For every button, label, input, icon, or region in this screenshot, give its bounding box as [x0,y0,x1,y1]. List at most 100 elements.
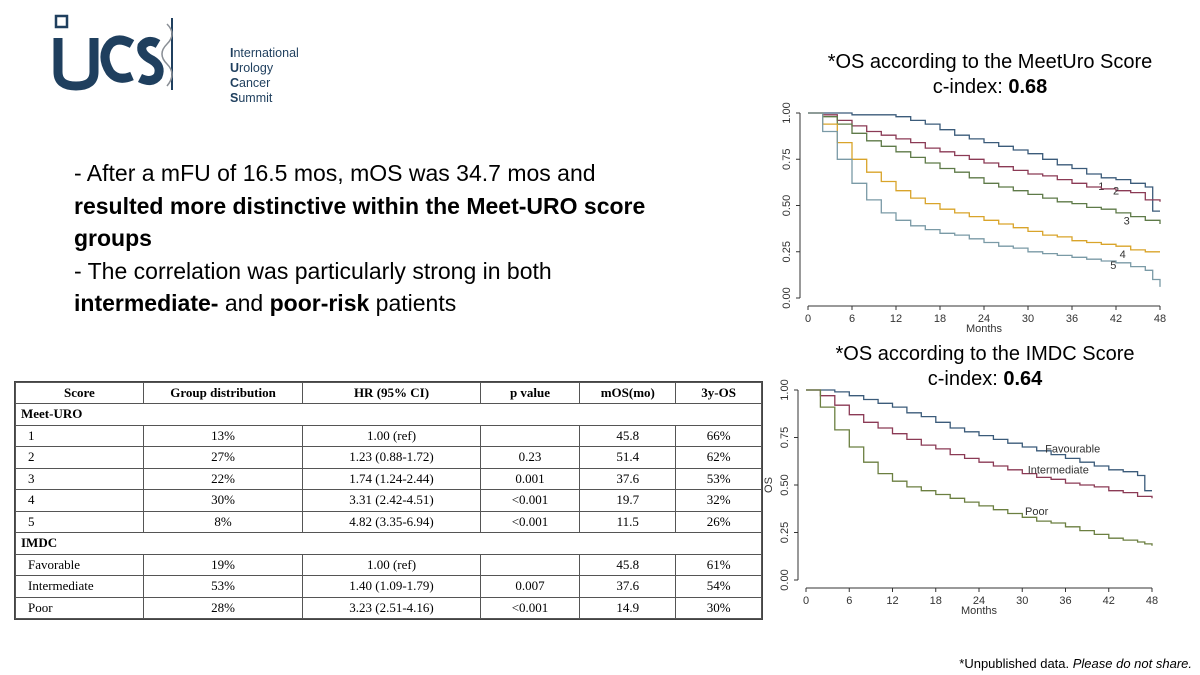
table-cell: 37.6 [579,467,677,490]
group-label: IMDC [15,532,762,555]
y-tick-label: 0.75 [779,427,791,448]
ucs-logo-mark [53,14,173,91]
series-line-intermediate [806,389,1153,499]
table-cell: 19% [142,553,304,576]
x-tick-label: 6 [849,313,855,325]
series-label: 2 [1113,186,1119,198]
table-cell: 0.23 [479,446,581,469]
series-line-1 [808,112,1160,212]
column-header: HR (95% CI) [302,382,481,404]
series-label: 4 [1120,249,1126,261]
table-cell: 1.00 (ref) [302,424,481,447]
x-tick-label: 12 [886,595,898,607]
table-cell: 3.31 (2.42-4.51) [302,489,481,512]
group-row-meeturo: Meet-URO [15,403,762,426]
group-label: Meet-URO [15,403,762,426]
table-cell: 1.00 (ref) [302,553,481,576]
table-cell: 14.9 [579,596,677,619]
table-cell: <0.001 [479,596,581,619]
table-cell: 1.40 (1.09-1.79) [302,575,481,598]
series-line-2 [808,112,1161,202]
x-tick-label: 0 [803,595,809,607]
x-tick-label: 18 [930,595,942,607]
table-cell: 1 [15,424,144,447]
table-cell: 1.23 (0.88-1.72) [302,446,481,469]
series-label: 3 [1124,216,1130,228]
table-cell: 5 [15,510,144,533]
table-cell: 30% [142,489,304,512]
y-tick-label: 0.00 [779,569,791,590]
table-row: 1 13% 1.00 (ref) 45.8 66% [15,424,762,447]
table-cell: 13% [142,424,304,447]
x-tick-label: 42 [1103,595,1115,607]
x-tick-label: 42 [1110,313,1122,325]
x-tick-label: 36 [1066,313,1078,325]
table-row: 4 30% 3.31 (2.42-4.51) <0.001 19.7 32% [15,489,762,512]
table-row: 5 8% 4.82 (3.35-6.94) <0.001 11.5 26% [15,510,762,533]
ucs-logo: International Urology Cancer Summit [52,14,299,105]
table-cell: 3.23 (2.51-4.16) [302,596,481,619]
x-tick-label: 30 [1016,595,1028,607]
series-label: 5 [1110,260,1116,272]
logo-wordmark: International Urology Cancer Summit [230,46,299,105]
table-cell: 30% [675,596,762,619]
table-cell: 27% [142,446,304,469]
column-header: p value [479,382,581,404]
findings-text: - After a mFU of 16.5 mos, mOS was 34.7 … [74,157,714,320]
table-cell: 62% [675,446,762,469]
meeturo-km-svg: 0 6 12 18 24 30 36 42 480.000.250.500.751.00Mont… [781,102,1166,335]
table-cell: 28% [142,596,304,619]
series-line-3 [808,112,1161,224]
imdc-km-svg: 0 6 12 18 24 30 36 42 48 0.00 0.25 0.50 0.75 1.00 Mont… [763,379,1158,617]
x-tick-label: 12 [890,313,902,325]
table-cell: 45.8 [579,553,677,576]
x-axis-label: Months [961,605,998,617]
y-axis-label: OS [763,477,775,493]
results-table: Score Group distribution HR (95% CI) p valu… [14,381,763,620]
series-label: Poor [1025,506,1049,518]
bullet-2: - The correlation was particularly stron… [74,257,552,317]
y-tick-label: 1.00 [781,102,793,123]
y-tick-label: 0.25 [781,241,793,262]
y-tick-label: 0.75 [781,149,793,170]
table-cell: 32% [675,489,762,512]
table-cell [479,553,581,576]
imdc-km-chart: 0 6 12 18 24 30 36 42 48 0.00 0.25 0.50 0.75 1.00 Mont… [760,374,1170,620]
x-tick-label: 0 [805,313,811,325]
table-cell: 8% [142,510,304,533]
table-cell: 66% [675,424,762,447]
table-cell: 26% [675,510,762,533]
x-tick-label: 24 [978,313,990,325]
x-tick-label: 18 [934,313,946,325]
bullet-1: - After a mFU of 16.5 mos, mOS was 34.7 … [74,160,646,251]
table-cell: 22% [142,467,304,490]
x-tick-label: 48 [1154,313,1166,325]
table-cell: 1.74 (1.24-2.44) [302,467,481,490]
series-line-4 [808,112,1160,253]
table-cell: 0.001 [479,467,581,490]
y-tick-label: 0.00 [781,287,793,308]
x-axis-label: Months [966,323,1003,335]
x-tick-label: 36 [1059,595,1071,607]
table-cell: Favorable [15,553,144,576]
table-row: Favorable 19% 1.00 (ref) 45.8 61% [15,553,762,576]
y-tick-label: 0.25 [779,522,791,543]
table-row: Intermediate 53% 1.40 (1.09-1.79) 0.007 37.6… [15,575,762,598]
table-header-row: Score Group distribution HR (95% CI) p valu… [15,382,762,404]
table-cell: 61% [675,553,762,576]
table-cell: 4.82 (3.35-6.94) [302,510,481,533]
table-row: 2 27% 1.23 (0.88-1.72) 0.23 51.4 62% [15,446,762,469]
x-tick-label: 48 [1146,595,1158,607]
table-cell: 53% [675,467,762,490]
table-cell: <0.001 [479,510,581,533]
table-cell: 54% [675,575,762,598]
group-row-imdc: IMDC [15,532,762,555]
table-cell: Intermediate [15,575,144,598]
table-cell: 0.007 [479,575,581,598]
column-header: Group distribution [142,382,304,404]
table-cell: 53% [142,575,304,598]
column-header: Score [15,382,144,404]
series-line-favourable [806,389,1152,492]
x-tick-label: 6 [846,595,852,607]
y-tick-label: 0.50 [781,195,793,216]
